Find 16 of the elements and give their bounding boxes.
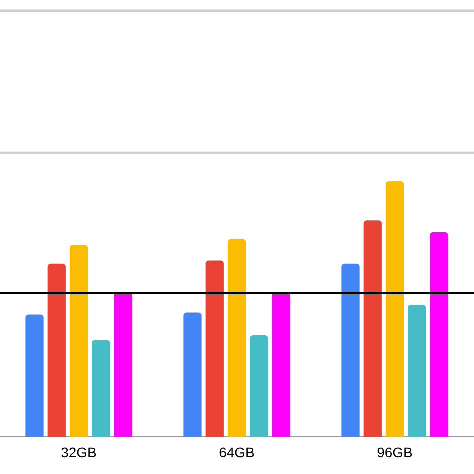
bar bbox=[386, 182, 404, 438]
bar bbox=[184, 312, 202, 438]
bar bbox=[48, 264, 66, 438]
bar bbox=[206, 260, 224, 438]
bar bbox=[92, 340, 110, 438]
bar bbox=[430, 232, 448, 438]
bar bbox=[342, 264, 360, 438]
bar bbox=[70, 245, 88, 438]
bar bbox=[228, 239, 246, 438]
bar bbox=[250, 335, 268, 438]
x-tick-label: 64GB bbox=[219, 444, 255, 460]
bar bbox=[26, 314, 44, 438]
bar bbox=[364, 220, 382, 438]
bar bbox=[408, 305, 426, 438]
x-tick-label: 32GB bbox=[61, 444, 97, 460]
x-tick-label: 96GB bbox=[377, 444, 413, 460]
